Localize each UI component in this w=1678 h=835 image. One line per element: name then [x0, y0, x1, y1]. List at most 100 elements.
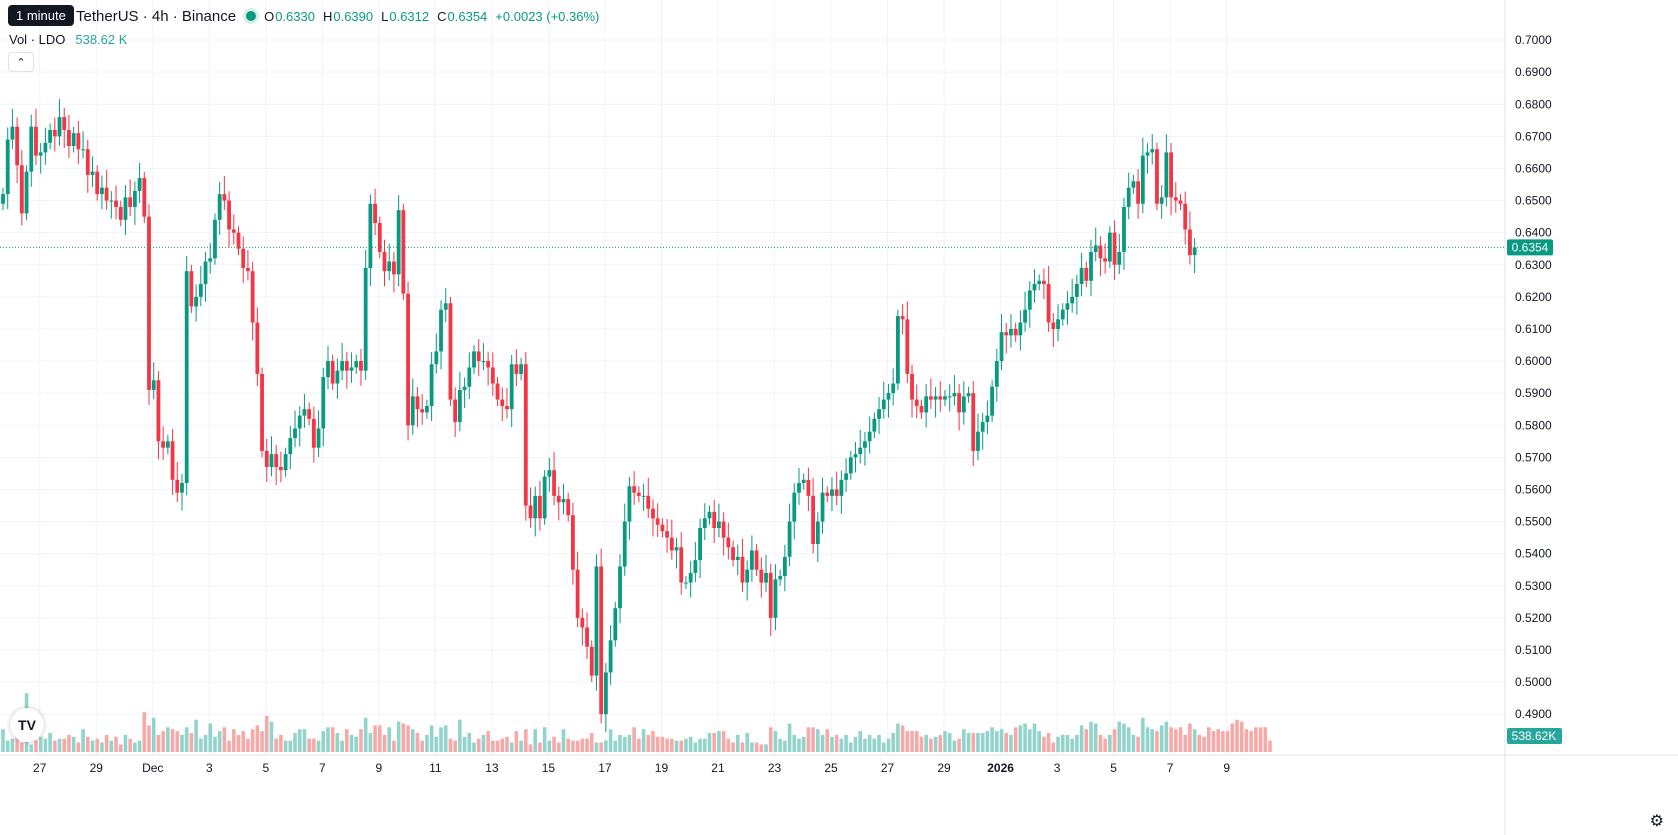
- candle-body: [547, 470, 552, 477]
- candle-body: [1027, 290, 1032, 310]
- candle-body: [1032, 284, 1037, 291]
- candle-body: [528, 505, 533, 519]
- candle-body: [1079, 267, 1084, 285]
- volume-bar: [962, 729, 966, 752]
- candle-body: [410, 396, 415, 426]
- candle-body: [1074, 284, 1079, 297]
- last-volume-label: 538.62K: [1512, 729, 1557, 743]
- high-value: 0.6390: [333, 8, 374, 24]
- volume-bar: [1221, 731, 1225, 752]
- volume-bar: [326, 727, 330, 752]
- volume-bar: [279, 734, 283, 752]
- volume-bar: [995, 731, 999, 752]
- candle-body: [321, 377, 326, 429]
- candle-body: [519, 364, 523, 374]
- candle-body: [1169, 152, 1173, 198]
- volume-bar: [580, 738, 585, 752]
- volume-bar: [1164, 721, 1169, 752]
- volume-bar: [1117, 721, 1122, 752]
- candle-body: [1070, 296, 1075, 304]
- candle-body: [406, 293, 410, 426]
- candle-body: [359, 361, 363, 371]
- candle-body: [29, 126, 34, 172]
- volume-bar: [1173, 729, 1178, 752]
- volume-bar: [905, 731, 910, 752]
- volume-bar: [264, 715, 269, 752]
- volume-bar: [801, 736, 806, 752]
- volume-bar: [335, 733, 340, 752]
- volume-bar: [712, 733, 717, 752]
- change-value: +0.0023 (+0.36%): [495, 8, 600, 24]
- y-tick-label: 0.5700: [1515, 450, 1552, 464]
- volume-bar: [702, 738, 707, 752]
- volume-bar: [175, 731, 180, 752]
- volume-bar: [816, 729, 820, 752]
- volume-label[interactable]: Vol · LDO: [9, 32, 66, 47]
- y-tick-label: 0.4900: [1515, 707, 1552, 721]
- volume-bar: [1098, 734, 1103, 752]
- candle-body: [194, 296, 199, 307]
- y-tick-label: 0.5600: [1515, 482, 1552, 496]
- candle-body: [801, 479, 806, 484]
- candle-body: [340, 361, 345, 371]
- volume-bar: [688, 736, 693, 752]
- candle-body: [665, 531, 670, 538]
- volume-bar: [872, 738, 877, 752]
- volume-bar: [721, 731, 726, 752]
- last-price-badge: [1507, 239, 1553, 256]
- candle-body: [848, 457, 853, 474]
- volume-bar: [966, 733, 971, 752]
- volume-bar: [345, 729, 349, 752]
- x-tick-label: 23: [768, 761, 782, 775]
- candle-body: [425, 405, 429, 413]
- volume-bar: [679, 740, 684, 752]
- volume-bar: [104, 734, 109, 752]
- candle-body: [1103, 258, 1108, 262]
- gear-icon[interactable]: ⚙: [1649, 813, 1664, 830]
- candle-body: [288, 438, 293, 455]
- volume-bar: [241, 731, 246, 752]
- candle-body: [48, 129, 52, 143]
- tradingview-logo-icon[interactable]: TV: [10, 708, 44, 742]
- volume-bar: [1, 729, 5, 752]
- candle-body: [443, 303, 448, 310]
- volume-bar: [589, 733, 594, 752]
- market-status-icon[interactable]: [246, 11, 257, 21]
- volume-bar: [575, 740, 580, 752]
- candle-body: [472, 351, 476, 368]
- chevron-up-icon[interactable]: ⌃: [8, 52, 34, 72]
- candle-body: [156, 380, 161, 442]
- symbol-title[interactable]: TetherUS · 4h · Binance: [76, 7, 237, 25]
- candle-body: [104, 187, 109, 201]
- candle-body: [354, 361, 359, 368]
- candle-body: [877, 409, 881, 419]
- candle-body: [669, 537, 674, 551]
- volume-bar: [505, 736, 509, 752]
- candle-body: [538, 495, 542, 519]
- volume-bar: [425, 734, 429, 752]
- x-tick-label: 3: [1054, 761, 1061, 775]
- candle-body: [1051, 322, 1056, 329]
- candle-body: [387, 261, 392, 272]
- candle-body: [509, 364, 514, 410]
- candle-body: [980, 422, 985, 432]
- volume-bar: [53, 740, 57, 752]
- candle-body: [523, 364, 528, 506]
- x-tick-label: 11: [429, 761, 442, 775]
- volume-bar: [1051, 742, 1056, 752]
- volume-bar: [1159, 725, 1164, 752]
- y-tick-label: 0.5400: [1515, 547, 1552, 561]
- candle-body: [971, 393, 976, 451]
- candle-body: [1093, 245, 1098, 252]
- volume-bar: [297, 729, 302, 752]
- candle-body: [1159, 197, 1164, 204]
- volume-bar: [378, 725, 382, 752]
- volume-bar: [1018, 725, 1023, 752]
- candle-body: [717, 521, 721, 528]
- candle-body: [439, 309, 443, 352]
- volume-bar: [670, 738, 674, 752]
- volume-bar: [312, 738, 316, 752]
- volume-bar: [476, 738, 481, 752]
- volume-bar: [881, 742, 886, 752]
